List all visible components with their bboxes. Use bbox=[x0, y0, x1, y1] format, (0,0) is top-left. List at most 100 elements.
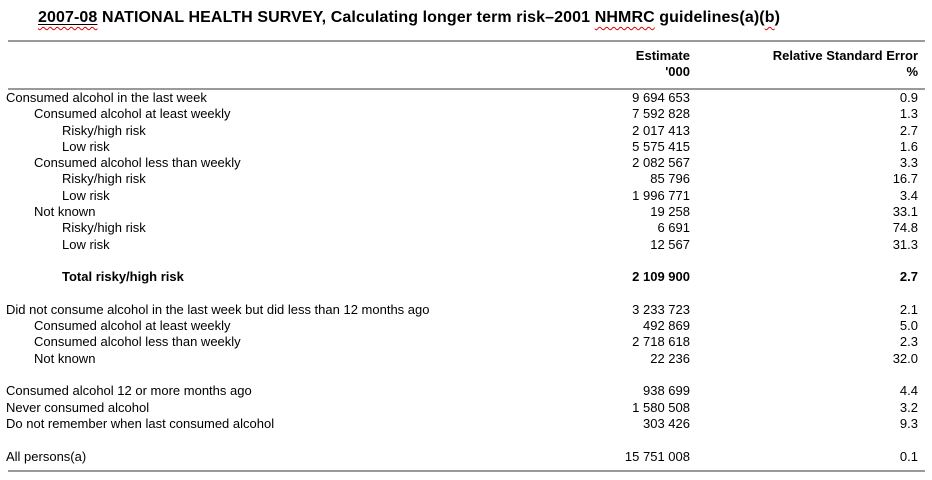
title-segment-misspelled: 2007-08 bbox=[38, 9, 98, 26]
table-row: Consumed alcohol less than weekly 2 082 5… bbox=[0, 155, 932, 171]
row-estimate-value: 15 751 008 bbox=[624, 448, 690, 464]
row-estimate-value: 5 575 415 bbox=[632, 138, 690, 154]
col-header-rse-line1: Relative Standard Error bbox=[772, 48, 918, 63]
row-rse-value: 3.3 bbox=[899, 155, 918, 171]
row-rse-value: 0.9 bbox=[899, 90, 918, 105]
table-row: Low risk 5 575 415 1.6 bbox=[0, 139, 932, 155]
table-row: Never consumed alcohol 1 580 508 3.2 bbox=[0, 400, 932, 416]
row-rse-value: 33.1 bbox=[892, 204, 918, 220]
col-header-rse-line2: % bbox=[906, 64, 918, 79]
row-estimate-value: 2 082 567 bbox=[632, 155, 690, 171]
col-header-estimate: Estimate '000 bbox=[530, 48, 690, 80]
row-label: Not known bbox=[34, 204, 96, 220]
row-estimate-value: 7 592 828 bbox=[632, 106, 690, 122]
row-estimate-value: 3 233 723 bbox=[632, 301, 690, 317]
spacer-row bbox=[0, 432, 932, 448]
row-estimate-value: 492 869 bbox=[643, 318, 690, 334]
table-row: Consumed alcohol 12 or more months ago 93… bbox=[0, 383, 932, 399]
row-estimate-value: 22 236 bbox=[650, 350, 690, 366]
row-estimate-value: 12 567 bbox=[650, 236, 690, 252]
row-rse-value: 16.7 bbox=[892, 171, 918, 187]
table-row: Consumed alcohol at least weekly 492 869 5… bbox=[0, 318, 932, 334]
row-rse-value: 4.4 bbox=[899, 383, 918, 399]
column-headers: Estimate '000 Relative Standard Error % bbox=[0, 42, 932, 88]
row-estimate-value: 303 426 bbox=[643, 415, 690, 431]
row-rse-value: 74.8 bbox=[892, 220, 918, 236]
title-segment: b bbox=[764, 9, 775, 26]
page-title: 2007-08 NATIONAL HEALTH SURVEY, Calculat… bbox=[0, 0, 932, 28]
table-body: Consumed alcohol in the last week 9 694 6… bbox=[0, 90, 932, 465]
table-row: All persons(a) 15 751 008 0.1 bbox=[0, 449, 932, 465]
title-segment: NHMRC bbox=[594, 9, 655, 26]
row-label: Total risky/high risk bbox=[62, 269, 184, 285]
title-segment: ) bbox=[774, 9, 781, 26]
table-row: Did not consume alcohol in the last week… bbox=[0, 302, 932, 318]
table-row: Risky/high risk 2 017 413 2.7 bbox=[0, 123, 932, 139]
row-estimate-value: 2 017 413 bbox=[632, 122, 690, 138]
col-header-estimate-line2: '000 bbox=[665, 64, 690, 79]
row-rse-value: 2.7 bbox=[899, 122, 918, 138]
row-label: Never consumed alcohol bbox=[6, 399, 150, 415]
header-rule bbox=[8, 88, 925, 90]
table-row: Not known 19 258 33.1 bbox=[0, 204, 932, 220]
table-row: Total risky/high risk 2 109 900 2.7 bbox=[0, 269, 932, 285]
row-estimate-value: 1 996 771 bbox=[632, 187, 690, 203]
row-label: Do not remember when last consumed alcoh… bbox=[6, 415, 275, 431]
col-header-estimate-line1: Estimate bbox=[635, 48, 690, 63]
row-label: Risky/high risk bbox=[62, 220, 146, 236]
col-header-rse: Relative Standard Error % bbox=[690, 48, 918, 80]
row-rse-value: 3.4 bbox=[899, 187, 918, 203]
row-label: All persons(a) bbox=[6, 448, 87, 464]
row-label: Consumed alcohol at least weekly bbox=[34, 106, 231, 122]
table-row: Do not remember when last consumed alcoh… bbox=[0, 416, 932, 432]
row-label: Consumed alcohol less than weekly bbox=[34, 334, 241, 350]
row-label: Consumed alcohol in the last week bbox=[6, 90, 207, 105]
table-row: Risky/high risk 85 796 16.7 bbox=[0, 171, 932, 187]
row-estimate-value: 6 691 bbox=[657, 220, 690, 236]
spacer-row bbox=[0, 286, 932, 302]
row-label: Consumed alcohol at least weekly bbox=[34, 318, 231, 334]
table-row: Risky/high risk 6 691 74.8 bbox=[0, 220, 932, 236]
row-rse-value: 1.6 bbox=[899, 138, 918, 154]
title-segment: 2007-08 bbox=[38, 9, 97, 26]
table-row: Low risk 12 567 31.3 bbox=[0, 237, 932, 253]
row-rse-value: 32.0 bbox=[892, 350, 918, 366]
table-row: Consumed alcohol in the last week 9 694 6… bbox=[0, 90, 932, 106]
row-estimate-value: 938 699 bbox=[643, 383, 690, 399]
stub-header bbox=[0, 48, 530, 80]
row-label: Consumed alcohol less than weekly bbox=[34, 155, 241, 171]
row-rse-value: 5.0 bbox=[899, 318, 918, 334]
row-label: Consumed alcohol 12 or more months ago bbox=[6, 383, 252, 399]
row-label: Risky/high risk bbox=[62, 122, 146, 138]
table-row: Not known 22 236 32.0 bbox=[0, 351, 932, 367]
row-estimate-value: 2 718 618 bbox=[632, 334, 690, 350]
row-rse-value: 0.1 bbox=[899, 448, 918, 464]
row-rse-value: 2.3 bbox=[899, 334, 918, 350]
row-label: Did not consume alcohol in the last week… bbox=[6, 301, 430, 317]
row-label: Low risk bbox=[62, 236, 110, 252]
top-rule bbox=[8, 40, 925, 42]
row-rse-value: 9.3 bbox=[899, 415, 918, 431]
row-rse-value: 1.3 bbox=[899, 106, 918, 122]
row-estimate-value: 9 694 653 bbox=[632, 90, 690, 105]
spacer-row bbox=[0, 253, 932, 269]
row-rse-value: 3.2 bbox=[899, 399, 918, 415]
table-row: Low risk 1 996 771 3.4 bbox=[0, 188, 932, 204]
row-rse-value: 2.7 bbox=[899, 269, 918, 285]
row-estimate-value: 85 796 bbox=[650, 171, 690, 187]
row-label: Not known bbox=[34, 350, 96, 366]
row-label: Risky/high risk bbox=[62, 171, 146, 187]
row-estimate-value: 1 580 508 bbox=[632, 399, 690, 415]
row-label: Low risk bbox=[62, 187, 110, 203]
table-row: Consumed alcohol at least weekly 7 592 82… bbox=[0, 106, 932, 122]
title-segment: guidelines(a)( bbox=[654, 9, 765, 26]
bottom-rule bbox=[8, 469, 925, 472]
title-segment: NATIONAL HEALTH SURVEY, Calculating long… bbox=[97, 9, 595, 26]
row-label: Low risk bbox=[62, 138, 110, 154]
row-rse-value: 2.1 bbox=[899, 301, 918, 317]
row-rse-value: 31.3 bbox=[892, 236, 918, 252]
row-estimate-value: 2 109 900 bbox=[632, 269, 690, 285]
spacer-row bbox=[0, 367, 932, 383]
table-row: Consumed alcohol less than weekly 2 718 6… bbox=[0, 334, 932, 350]
